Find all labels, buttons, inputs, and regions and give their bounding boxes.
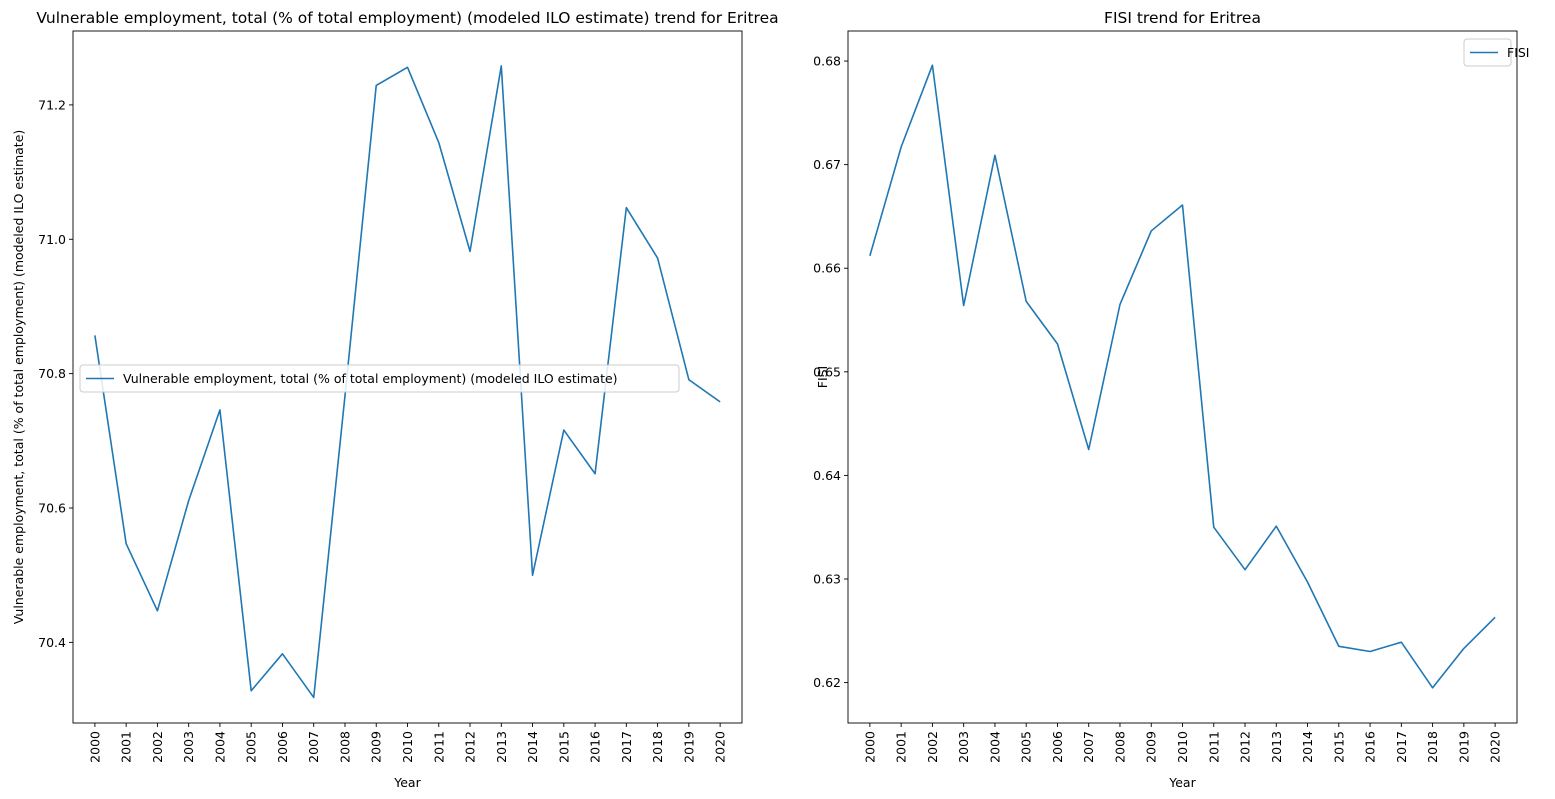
- y-tick-label: 0.65: [813, 364, 841, 379]
- plot-frame: [847, 30, 1518, 724]
- x-tick-label: 2010: [1175, 731, 1190, 763]
- chart-title: FISI trend for Eritrea: [1104, 9, 1261, 27]
- y-tick-label: 0.64: [813, 468, 841, 483]
- x-tick-label: 2007: [1081, 731, 1096, 763]
- y-tick-label: 0.62: [813, 675, 841, 690]
- x-tick-label: 2020: [1488, 731, 1503, 763]
- chart-2: FISI trend for Eritrea 2000 2001 2002 2003 20…: [813, 9, 1529, 790]
- legend-box: [79, 364, 680, 393]
- x-tick-label: 2005: [244, 731, 259, 763]
- x-tick-label: 2004: [987, 731, 1002, 763]
- y-tick-label: 71.2: [38, 97, 66, 112]
- x-tick-label: 2018: [1425, 731, 1440, 763]
- legend: Vulnerable employment, total (% of total…: [79, 364, 680, 393]
- x-tick-label: 2020: [713, 731, 728, 763]
- x-tick-label: 2000: [87, 731, 102, 763]
- x-tick-label: 2017: [619, 731, 634, 763]
- chart-1: Vulnerable employment, total (% of total…: [11, 9, 779, 790]
- x-tick-label: 2002: [150, 731, 165, 763]
- x-tick-label: 2001: [119, 731, 134, 763]
- x-tick-label: 2006: [1050, 731, 1065, 763]
- x-tick-label: 2008: [1112, 731, 1127, 763]
- y-tick-label: 0.63: [813, 572, 841, 587]
- x-tick-label: 2015: [1331, 731, 1346, 763]
- x-tick-label: 2016: [1363, 731, 1378, 763]
- x-tick-label: 2016: [588, 731, 603, 763]
- x-tick-label: 2009: [369, 731, 384, 763]
- legend-label: FISI: [1507, 45, 1530, 60]
- chart-title: Vulnerable employment, total (% of total…: [36, 9, 778, 27]
- x-tick-label: 2018: [650, 731, 665, 763]
- legend: FISI: [1463, 38, 1530, 67]
- x-axis-label: Year: [1168, 775, 1196, 790]
- x-tick-label: 2019: [681, 731, 696, 763]
- y-tick-label: 70.8: [38, 366, 66, 381]
- y-axis-label: FISI: [815, 366, 830, 389]
- x-tick-label: 2008: [337, 731, 352, 763]
- y-tick-label: 0.66: [813, 261, 841, 276]
- y-tick-label: 71.0: [38, 232, 66, 247]
- x-tick-label: 2017: [1394, 731, 1409, 763]
- x-tick-label: 2011: [1206, 731, 1221, 763]
- y-tick-label: 0.67: [813, 157, 841, 172]
- x-tick-label: 2014: [1300, 731, 1315, 763]
- x-axis-label: Year: [393, 775, 421, 790]
- x-tick-label: 2009: [1144, 731, 1159, 763]
- x-tick-label: 2003: [181, 731, 196, 763]
- x-tick-label: 2010: [400, 731, 415, 763]
- x-tick-label: 2001: [894, 731, 909, 763]
- x-tick-label: 2002: [925, 731, 940, 763]
- y-tick-label: 0.68: [813, 54, 841, 69]
- x-tick-label: 2006: [275, 731, 290, 763]
- x-tick-label: 2015: [556, 731, 571, 763]
- series-line: [869, 64, 1496, 689]
- x-tick-label: 2004: [212, 731, 227, 763]
- y-axis-label: Vulnerable employment, total (% of total…: [11, 130, 26, 625]
- y-tick-label: 70.6: [38, 501, 66, 516]
- legend-label: Vulnerable employment, total (% of total…: [123, 371, 618, 386]
- x-tick-label: 2007: [306, 731, 321, 763]
- x-tick-label: 2013: [494, 731, 509, 763]
- x-tick-label: 2012: [463, 731, 478, 763]
- x-tick-label: 2005: [1019, 731, 1034, 763]
- x-tick-label: 2012: [1238, 731, 1253, 763]
- x-tick-label: 2003: [956, 731, 971, 763]
- x-tick-label: 2000: [862, 731, 877, 763]
- y-tick-label: 70.4: [38, 635, 66, 650]
- x-tick-label: 2019: [1456, 731, 1471, 763]
- x-tick-label: 2014: [525, 731, 540, 763]
- x-tick-label: 2013: [1269, 731, 1284, 763]
- x-tick-label: 2011: [431, 731, 446, 763]
